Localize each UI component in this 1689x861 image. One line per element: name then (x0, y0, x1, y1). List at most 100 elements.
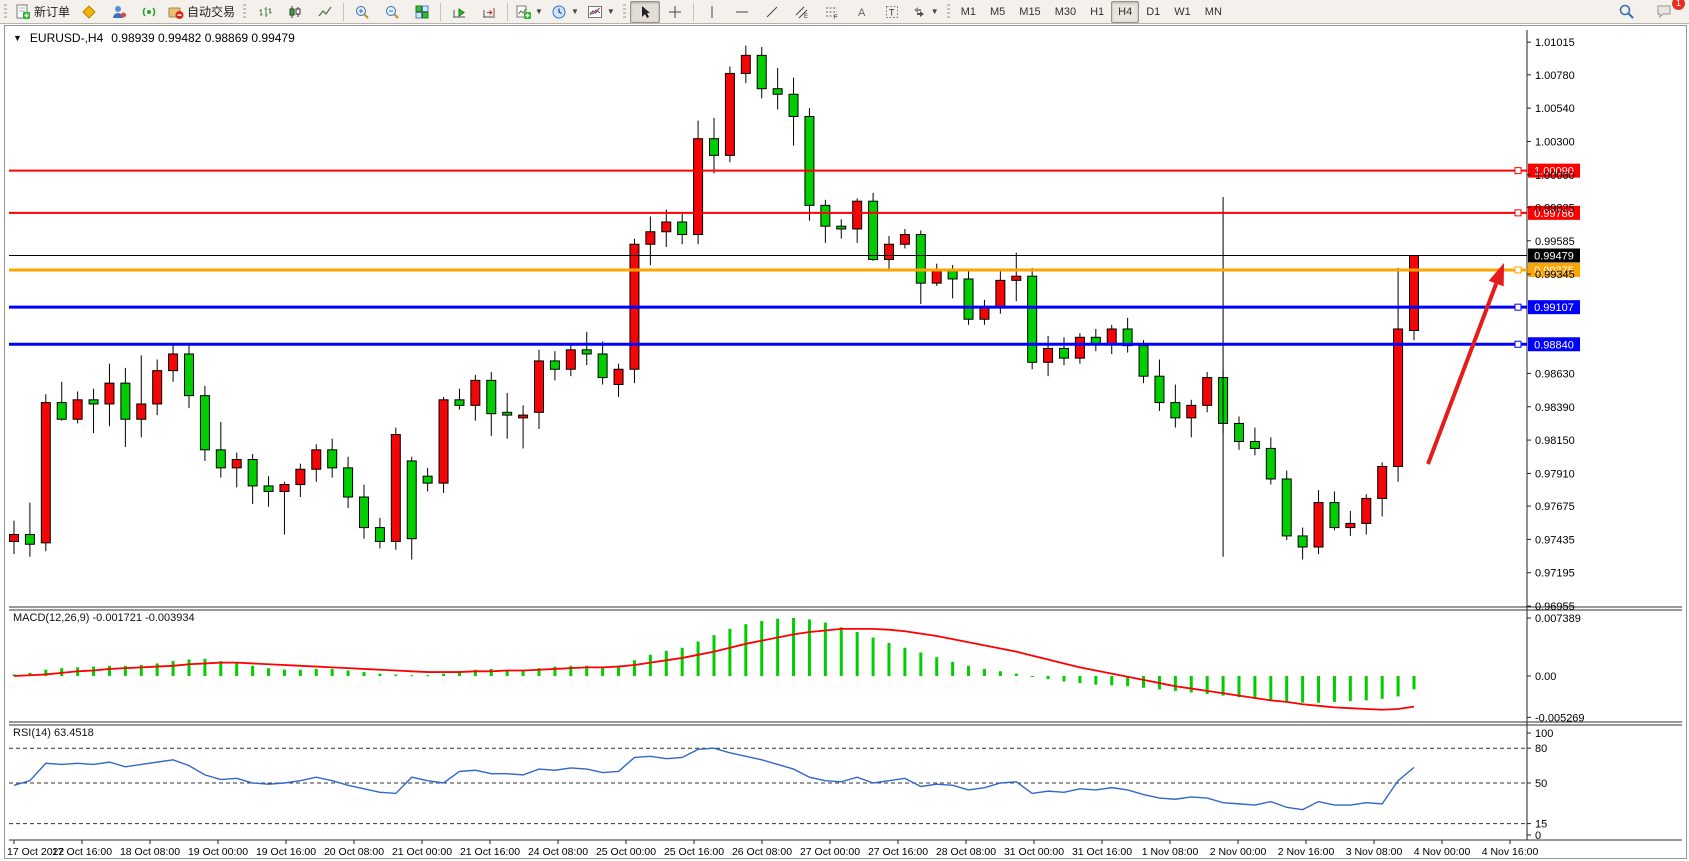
candlestick-chart-button[interactable] (280, 1, 310, 23)
candle-body (661, 221, 672, 233)
gold-icon (82, 4, 96, 19)
time-tick-label: 21 Oct 00:00 (392, 846, 452, 858)
candle-body (836, 225, 847, 230)
macd-histogram-bar (1014, 673, 1018, 676)
signals-button[interactable] (134, 1, 164, 23)
horizontal-line-object[interactable]: 0.99375 (9, 262, 1580, 277)
horizontal-line-object[interactable]: 0.99786 (9, 205, 1580, 220)
new-order-button[interactable]: 新订单 (11, 1, 74, 23)
rsi-scale-label: 50 (1535, 778, 1547, 790)
macd-histogram-bar (1030, 676, 1034, 677)
toolbar-grip[interactable] (241, 3, 249, 20)
macd-histogram-bar (314, 668, 318, 676)
svg-text:F: F (834, 15, 838, 20)
timeframe-button-h1[interactable]: H1 (1090, 5, 1105, 18)
timeframe-button-m15[interactable]: M15 (1019, 5, 1041, 18)
horizontal-line-object[interactable]: 1.00090 (9, 163, 1580, 178)
chart-shift-button[interactable] (474, 1, 504, 23)
line-chart-button[interactable] (310, 1, 340, 23)
macd-histogram-bar (235, 663, 239, 676)
candle-body (581, 349, 592, 355)
zoom-out-button[interactable] (377, 1, 407, 23)
price-tick-label: 1.00540 (1535, 103, 1575, 115)
tile-windows-button[interactable] (407, 1, 437, 23)
macd-values: -0.001721 -0.003934 (92, 612, 195, 624)
rsi-value: 63.4518 (53, 727, 94, 739)
chart-canvas[interactable]: 1.00090 0.99786 0.99375 0.99107 0.98840 0.994… (5, 26, 1686, 858)
zoom-in-button[interactable] (347, 1, 377, 23)
candle-body (72, 399, 83, 420)
timeframe-button-h4[interactable]: H4 (1111, 0, 1140, 23)
macd-histogram-bar (537, 668, 541, 676)
dropdown-caret: ▼ (606, 7, 615, 16)
candle-body (374, 527, 385, 542)
candle-body (1361, 497, 1372, 524)
macd-histogram-bar (1110, 676, 1114, 686)
macd-histogram-bar (505, 669, 509, 676)
candle-body (454, 399, 465, 406)
price-tick-label: 1.01015 (1535, 37, 1575, 49)
price-tick-label: 0.99825 (1535, 202, 1575, 214)
price-axis: 1.01015 1.00780 1.00540 1.00300 1.00060 0.998… (1527, 37, 1575, 613)
profiles-button[interactable]: ▼ (547, 1, 583, 23)
search-button[interactable] (1611, 1, 1641, 23)
timeframe-button-d1[interactable]: D1 (1146, 5, 1161, 18)
text-tool-button[interactable]: A (847, 1, 877, 23)
macd-histogram-bar (1046, 676, 1050, 680)
axis-price-flag (1528, 163, 1580, 178)
macd-histogram-bar (919, 652, 923, 676)
candle-body (231, 459, 242, 469)
shapes-tool-button[interactable]: ▼ (907, 1, 943, 23)
indicators-button[interactable]: ▼ (583, 1, 619, 23)
crosshair-tool-button[interactable] (660, 1, 690, 23)
candle-body (1043, 347, 1054, 363)
timeframe-button-mn[interactable]: MN (1204, 5, 1222, 18)
time-tick-label: 4 Nov 00:00 (1414, 846, 1471, 858)
candle-body (1186, 404, 1197, 419)
one-click-trading-toggle[interactable]: ▼ (13, 33, 22, 43)
axis-price-flag (1528, 262, 1580, 277)
macd-histogram-bar (187, 659, 191, 676)
candle-body (120, 382, 131, 420)
horizontal-line-tool-button[interactable] (727, 1, 757, 23)
toolbar-grip[interactable] (2, 3, 9, 20)
auto-scroll-button[interactable] (444, 1, 474, 23)
axis-price-flag (1528, 205, 1580, 220)
fibonacci-tool-button[interactable]: F (817, 1, 847, 23)
notifications-button[interactable]: 1 (1649, 0, 1685, 23)
mql5-button[interactable] (74, 1, 104, 23)
macd-histogram-bar (1189, 676, 1193, 693)
candle-body (931, 270, 942, 284)
toolbar-grip[interactable] (620, 3, 628, 20)
autotrading-button[interactable]: 自动交易 (164, 1, 239, 23)
candle-body (772, 88, 783, 95)
timeframe-button-m30[interactable]: M30 (1054, 5, 1077, 18)
auto-scroll-icon (453, 7, 466, 17)
toolbar-grip[interactable] (944, 3, 952, 20)
rsi-pane: 100 80 50 150 (9, 728, 1553, 842)
horizontal-line-object[interactable]: 0.98840 (9, 337, 1580, 352)
macd-histogram-bar (426, 675, 430, 677)
candle-body (1313, 502, 1324, 548)
axis-price-flag (1528, 300, 1580, 315)
horizontal-line-object[interactable]: 0.99107 (9, 300, 1580, 315)
candle-body (486, 379, 497, 415)
candle-body (804, 115, 815, 206)
channel-tool-button[interactable]: E (787, 1, 817, 23)
macd-histogram-bar (1332, 676, 1336, 702)
bar-chart-button[interactable] (250, 1, 280, 23)
timeframe-button-w1[interactable]: W1 (1174, 5, 1191, 18)
community-button[interactable] (104, 1, 134, 23)
candle-body (1074, 336, 1085, 359)
cursor-tool-button[interactable] (629, 0, 660, 23)
arrow-object[interactable] (1426, 263, 1504, 465)
candle-body (565, 349, 576, 370)
timeframe-button-m5[interactable]: M5 (990, 5, 1006, 18)
text-label-tool-button[interactable]: T (877, 1, 907, 23)
vertical-line-tool-button[interactable] (697, 1, 727, 23)
trendline-tool-button[interactable] (757, 1, 787, 23)
macd-histogram-bar (1126, 676, 1130, 687)
new-chart-button[interactable]: ▼ (511, 1, 547, 23)
candlestick-chart-icon (289, 5, 301, 18)
timeframe-button-m1[interactable]: M1 (960, 5, 976, 18)
